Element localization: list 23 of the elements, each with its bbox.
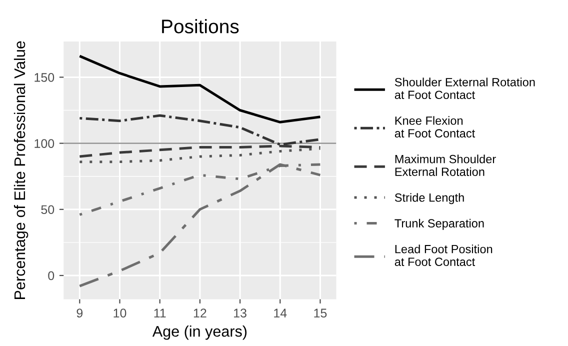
line-series bbox=[78, 163, 322, 288]
line-series bbox=[78, 147, 322, 164]
legend-label: Lead Foot Position at Foot Contact bbox=[394, 244, 492, 266]
chart-title: Positions bbox=[162, 19, 239, 34]
legend-label: Stride Length bbox=[394, 193, 464, 204]
x-tick-label: 15 bbox=[314, 308, 327, 318]
legend-label: Trunk Separation bbox=[394, 218, 484, 230]
y-tick-label: 100 bbox=[34, 139, 54, 148]
legend-label: Knee Flexion at Foot Contact bbox=[394, 116, 476, 138]
y-tick-label: 150 bbox=[34, 73, 54, 82]
x-tick-label: 12 bbox=[194, 308, 206, 318]
line-series bbox=[78, 54, 322, 124]
y-tick-label: 0 bbox=[48, 271, 54, 280]
x-tick-label: 11 bbox=[154, 308, 166, 318]
x-axis-title: Age (in years) bbox=[152, 326, 247, 340]
x-tick-label: 13 bbox=[234, 308, 246, 318]
x-tick-label: 9 bbox=[76, 308, 83, 318]
y-axis-title: Percentage of Elite Professional Value bbox=[14, 41, 28, 299]
legend-label: Shoulder External Rotation at Foot Contact bbox=[394, 78, 535, 100]
legend-label: Maximum Shoulder External Rotation bbox=[395, 154, 496, 176]
x-tick-label: 10 bbox=[114, 308, 126, 318]
x-tick-label: 14 bbox=[274, 308, 287, 318]
y-tick-label: 50 bbox=[41, 205, 54, 214]
